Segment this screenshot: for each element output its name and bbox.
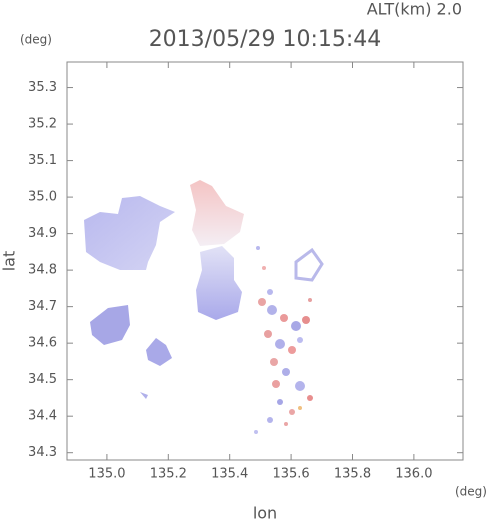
y-tick-label: 34.8 — [28, 263, 57, 278]
x-tick-label: 135.6 — [272, 467, 309, 482]
y-tick-label: 35.0 — [28, 190, 57, 205]
x-unit: (deg) — [455, 485, 487, 499]
y-tick-label: 34.3 — [28, 445, 57, 460]
x-tick-label: 135.8 — [334, 467, 371, 482]
x-tick-label: 135.0 — [88, 467, 125, 482]
y-tick-label: 35.2 — [28, 117, 57, 132]
y-tick-label: 34.4 — [28, 409, 57, 424]
y-tick-label: 35.1 — [28, 153, 57, 168]
altitude-label: ALT(km) 2.0 — [367, 0, 462, 19]
y-tick-label: 34.9 — [28, 226, 57, 241]
y-unit: (deg) — [20, 33, 52, 47]
chart-title: 2013/05/29 10:15:44 — [149, 27, 382, 52]
x-tick-label: 135.2 — [150, 467, 187, 482]
y-tick-label: 34.5 — [28, 372, 57, 387]
y-tick-label: 35.3 — [28, 80, 57, 95]
y-axis-label: lat — [0, 251, 19, 272]
x-axis-label: lon — [253, 504, 277, 521]
x-tick-label: 135.4 — [211, 467, 248, 482]
radar-echoes — [84, 180, 324, 434]
y-tick-label: 34.7 — [28, 299, 57, 314]
x-tick-label: 136.0 — [395, 467, 432, 482]
plot-frame — [66, 61, 464, 461]
y-tick-label: 34.6 — [28, 336, 57, 351]
